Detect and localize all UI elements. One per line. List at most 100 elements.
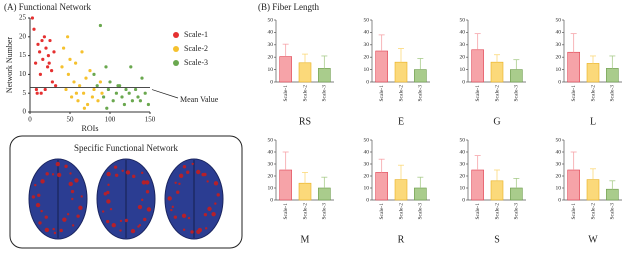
brain-spot — [38, 221, 42, 225]
annotation: Mean Value — [180, 95, 219, 104]
brain-spot — [214, 202, 217, 205]
y-tick-label: 5 — [23, 89, 27, 97]
y-tick-label: 0 — [23, 108, 27, 116]
brain-spot — [190, 230, 194, 234]
x-tick-label: Scale-1 — [475, 203, 481, 220]
y-tick-label: 0 — [558, 197, 561, 203]
brain-spot — [119, 229, 122, 232]
point — [105, 106, 109, 110]
point — [127, 91, 131, 95]
point — [68, 57, 72, 61]
brain-spot — [45, 172, 49, 176]
y-tick-label: 0 — [366, 197, 369, 203]
y-tick-label: 40 — [268, 149, 274, 155]
point — [88, 69, 92, 73]
y-tick-label: 25 — [19, 14, 27, 22]
x-tick-label: Scale-1 — [475, 85, 481, 102]
brain-spot — [178, 173, 184, 179]
panel-b-title: (B) Fiber Length — [258, 2, 319, 12]
brain-spot — [56, 172, 62, 178]
point — [124, 87, 128, 92]
brain-images — [28, 158, 224, 240]
x-tick-label: 150 — [145, 116, 156, 124]
brain-spot — [178, 182, 181, 186]
bar — [510, 187, 523, 201]
brain-spot — [137, 204, 143, 210]
y-tick-label: 15 — [19, 51, 27, 59]
x-axis-label: ROIs — [82, 124, 99, 133]
point — [76, 99, 80, 103]
chart-title: E — [398, 116, 404, 127]
y-tick-label: 40 — [460, 149, 466, 155]
point — [136, 95, 140, 99]
x-tick-label: Scale-2 — [590, 85, 596, 102]
chart-title: R — [398, 234, 405, 245]
bar — [606, 68, 619, 83]
y-tick-label: 30 — [556, 161, 562, 167]
brain-spot — [64, 164, 68, 169]
point — [36, 42, 40, 46]
point — [104, 65, 108, 69]
y-axis-label: Network Number — [5, 37, 14, 94]
brain-spot — [203, 212, 208, 217]
y-tick-label: 20 — [364, 173, 370, 179]
brain-spot — [170, 208, 173, 212]
y-tick-label: 0 — [270, 79, 273, 85]
point — [82, 91, 86, 95]
point — [86, 102, 90, 107]
brain-spot — [140, 171, 144, 175]
y-tick-label: 50 — [556, 137, 562, 143]
y-tick-label: 10 — [364, 185, 370, 191]
point — [54, 84, 58, 88]
brain-spot — [132, 174, 136, 179]
x-tick-label: Scale-3 — [418, 85, 424, 102]
point — [82, 106, 86, 110]
x-tick-label: 0 — [28, 116, 32, 124]
point — [116, 84, 120, 88]
point — [78, 84, 82, 88]
brain-spot — [40, 179, 45, 184]
x-tick-label: Scale-3 — [610, 85, 616, 102]
brain-spot — [35, 202, 41, 208]
x-tick-label: Scale-3 — [322, 85, 328, 102]
y-tick-label: 10 — [19, 70, 27, 78]
point — [140, 76, 144, 80]
x-tick-label: Scale-1 — [379, 85, 385, 102]
point — [48, 38, 52, 43]
brain-spot — [182, 165, 187, 169]
point — [39, 91, 43, 95]
y-tick-label: 20 — [556, 173, 562, 179]
point — [38, 50, 42, 54]
point — [64, 87, 68, 92]
x-tick-label: Scale-2 — [590, 203, 596, 220]
brain-spot — [106, 171, 111, 177]
y-tick-label: 10 — [460, 67, 466, 73]
y-tick-label: 30 — [460, 42, 466, 48]
brain-spot — [196, 169, 201, 175]
point — [34, 61, 38, 65]
brain-spot — [55, 161, 61, 167]
point — [90, 95, 94, 99]
point — [72, 80, 76, 84]
brain-spot — [69, 172, 72, 175]
brain-spot — [130, 228, 136, 234]
point — [66, 72, 70, 76]
point — [34, 87, 39, 92]
brain-spot — [146, 207, 152, 212]
brain-spot — [144, 180, 150, 185]
brain-spot — [31, 195, 36, 199]
point — [43, 87, 47, 92]
y-tick-label: 30 — [268, 161, 274, 167]
x-tick-label: Scale-2 — [302, 203, 308, 220]
point — [40, 38, 44, 43]
legend-label: Scale-2 — [184, 44, 208, 53]
bar — [375, 50, 388, 83]
brain-spot — [40, 209, 43, 213]
legend-marker — [173, 60, 179, 66]
brain-spot — [211, 211, 216, 217]
point — [46, 54, 51, 58]
x-tick-label: Scale-3 — [322, 203, 328, 220]
point — [98, 23, 102, 28]
brain-spot — [176, 190, 180, 194]
